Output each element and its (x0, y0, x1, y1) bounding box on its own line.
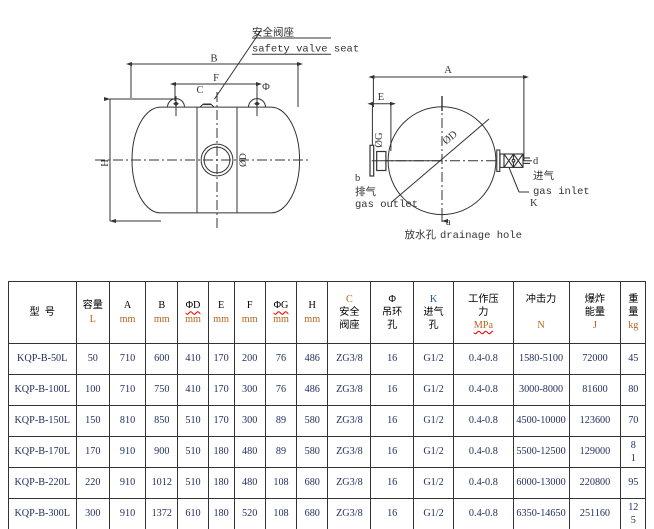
svg-text:进气: 进气 (533, 169, 554, 182)
svg-text:E: E (378, 92, 384, 103)
svg-text:safety valve seat: safety valve seat (252, 44, 359, 56)
svg-text:a: a (446, 217, 451, 228)
svg-text:H: H (100, 159, 111, 167)
svg-text:d: d (533, 156, 539, 167)
svg-text:ØD: ØD (239, 153, 249, 167)
svg-text:ØG: ØG (374, 132, 385, 148)
svg-text:安全阀座: 安全阀座 (252, 26, 294, 39)
svg-text:Φ: Φ (262, 82, 270, 93)
svg-text:排气: 排气 (355, 185, 376, 198)
svg-text:b: b (355, 173, 360, 184)
svg-text:K: K (530, 198, 538, 209)
svg-text:A: A (444, 65, 452, 76)
svg-text:C: C (196, 85, 203, 96)
svg-text:gas outlet: gas outlet (355, 199, 418, 211)
svg-text:ØD: ØD (441, 129, 460, 147)
svg-text:B: B (210, 54, 217, 65)
svg-text:F: F (213, 73, 219, 84)
svg-text:gas inlet: gas inlet (533, 186, 590, 198)
